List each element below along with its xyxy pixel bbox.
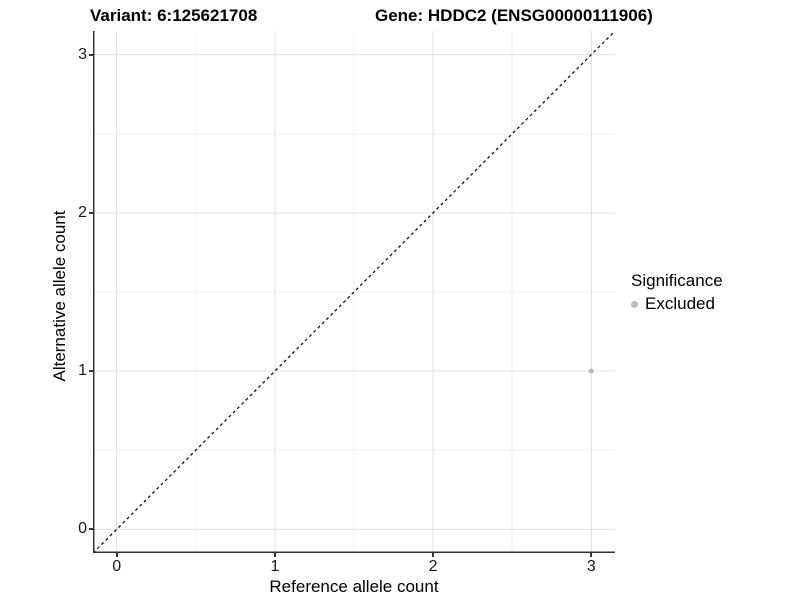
y-tick-label: 2 xyxy=(78,203,87,221)
x-axis-title: Reference allele count xyxy=(269,577,439,596)
legend-point-icon xyxy=(631,300,638,308)
plot-panel xyxy=(93,31,615,553)
plot-title-gene: Gene: HDDC2 (ENSG00000111906) xyxy=(375,6,653,25)
x-tick-label: 1 xyxy=(270,558,280,575)
y-tick-mark xyxy=(89,211,93,214)
y-tick-label: 0 xyxy=(78,520,87,538)
legend-item-excluded: Excluded xyxy=(631,294,723,314)
y-tick-label: 1 xyxy=(78,362,87,380)
legend: Significance Excluded xyxy=(631,271,723,314)
y-tick-label: 3 xyxy=(78,45,87,63)
x-tick-label: 2 xyxy=(428,558,438,575)
scatter-plot-canvas xyxy=(93,31,615,553)
x-tick-mark xyxy=(432,553,435,557)
legend-item-label: Excluded xyxy=(645,294,715,313)
y-axis-title: Alternative allele count xyxy=(50,210,69,382)
x-tick-mark xyxy=(273,553,276,557)
y-tick-mark xyxy=(89,370,93,373)
plot-title-variant: Variant: 6:125621708 xyxy=(90,6,258,25)
x-tick-mark xyxy=(115,553,118,557)
y-tick-mark xyxy=(89,53,93,56)
y-tick-mark xyxy=(89,528,93,531)
x-tick-label: 3 xyxy=(586,558,596,575)
legend-title: Significance xyxy=(631,271,723,290)
x-tick-mark xyxy=(590,553,593,557)
x-tick-label: 0 xyxy=(112,558,122,575)
